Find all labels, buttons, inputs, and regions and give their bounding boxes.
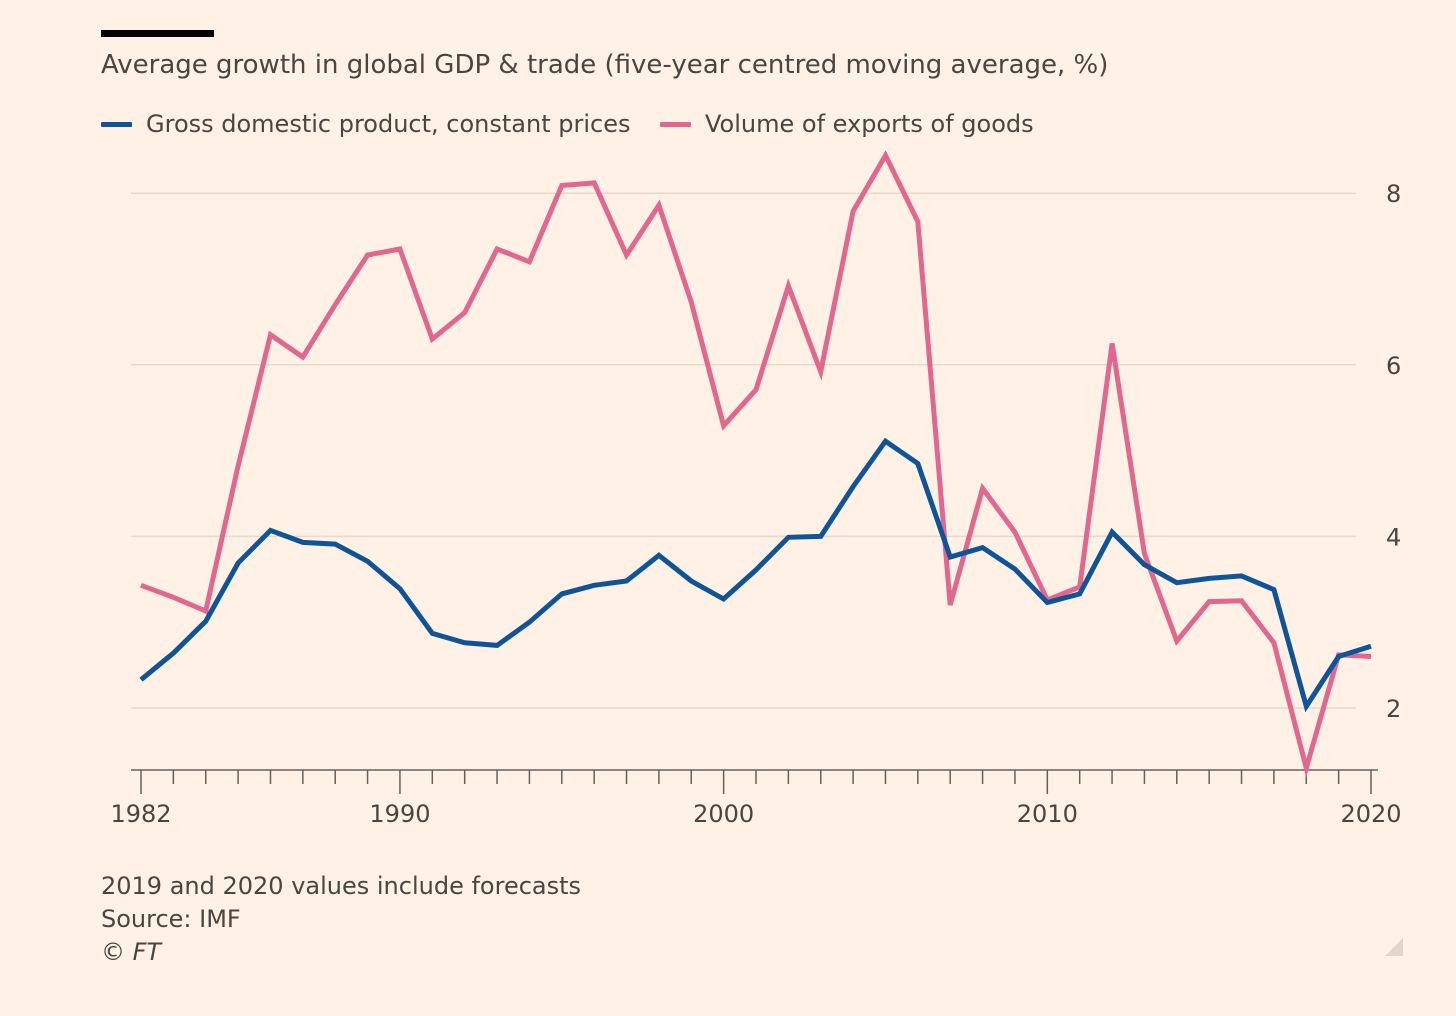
legend-label-exports: Volume of exports of goods (705, 110, 1034, 138)
legend-swatch-exports (660, 121, 691, 127)
series-line-exports (140, 150, 1372, 778)
x-tick-label-2000: 2000 (693, 800, 754, 828)
legend-item-exports: Volume of exports of goods (660, 110, 1034, 138)
y-tick-label-6: 6 (1386, 352, 1401, 380)
resize-handle-icon[interactable] (1385, 938, 1403, 956)
x-tick-label-1990: 1990 (369, 800, 430, 828)
line-chart: 2 4 6 8 1982 1990 2000 2010 2020 (110, 150, 1402, 828)
x-tick-label-2010: 2010 (1017, 800, 1078, 828)
legend-item-gdp: Gross domestic product, constant prices (101, 110, 631, 138)
y-tick-label-2: 2 (1386, 695, 1401, 723)
legend-label-gdp: Gross domestic product, constant prices (146, 110, 631, 138)
y-tick-label-4: 4 (1386, 523, 1401, 551)
x-tick-label-1982: 1982 (110, 800, 171, 828)
source-note: Source: IMF (101, 905, 241, 933)
series-line-gdp (139, 437, 1372, 713)
y-tick-label-8: 8 (1386, 180, 1401, 208)
copyright-note: © FT (101, 938, 162, 966)
chart-title: Average growth in global GDP & trade (fi… (101, 50, 1109, 80)
top-rule (101, 30, 214, 37)
x-tick-label-2020: 2020 (1340, 800, 1401, 828)
forecast-note: 2019 and 2020 values include forecasts (101, 872, 582, 900)
chart-footer: 2019 and 2020 values include forecasts S… (101, 870, 581, 969)
legend-swatch-gdp (101, 121, 132, 127)
